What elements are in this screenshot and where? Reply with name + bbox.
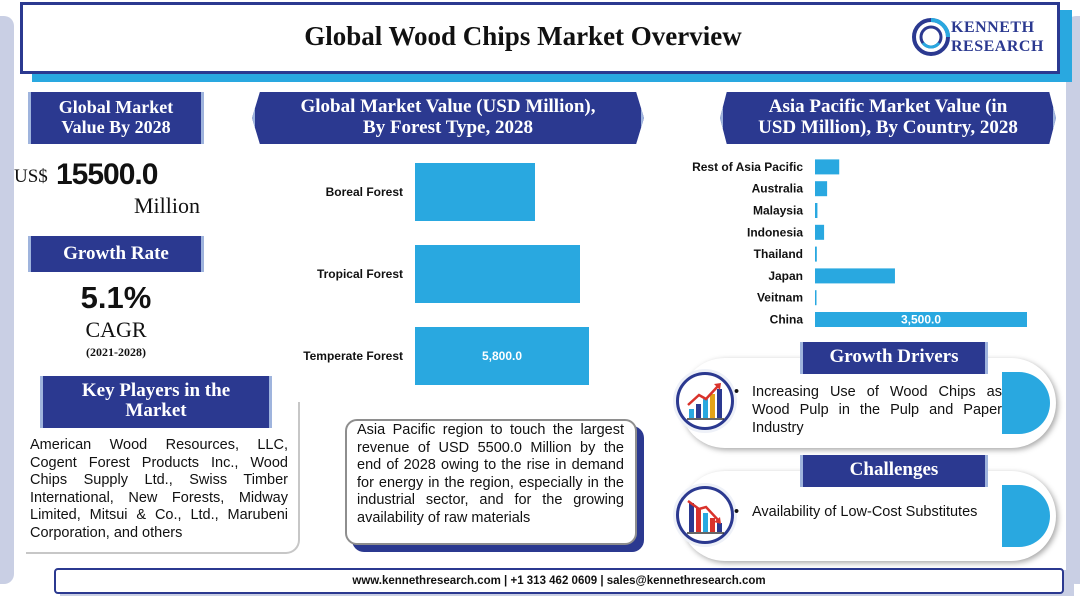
market-value-number: 15500.0: [56, 158, 158, 191]
bar-chart-up-icon: [687, 383, 724, 420]
apac-chart-heading: Asia Pacific Market Value (in USD Millio…: [720, 92, 1056, 144]
bar: [815, 290, 817, 306]
apac-chart-title-line1: Asia Pacific Market Value (in: [768, 96, 1008, 117]
category-label: Rest of Asia Pacific: [692, 160, 803, 174]
challenges-list: Availability of Low-Cost Substitutes: [734, 503, 998, 521]
growth-drivers-icon-badge: [676, 372, 734, 430]
left-frame-strip: [0, 16, 14, 584]
bar: [815, 159, 840, 175]
market-value-heading-line1: Global Market: [58, 97, 174, 117]
category-label: Tropical Forest: [317, 267, 403, 281]
page-title: Global Wood Chips Market Overview: [304, 21, 742, 51]
bar: [815, 224, 825, 240]
logo: KENNETH RESEARCH: [911, 15, 1043, 61]
challenges-cap: [1002, 485, 1050, 547]
key-players-heading: Key Players in the Market: [40, 376, 272, 428]
key-players-heading-line2: Market: [125, 400, 187, 421]
forest-chart-title-line2: By Forest Type, 2028: [363, 117, 533, 138]
category-label: Japan: [768, 269, 803, 283]
header: Global Wood Chips Market Overview KENNET…: [20, 2, 1060, 74]
bar: [815, 312, 1027, 327]
key-players-box: [26, 402, 300, 554]
category-label: Thailand: [754, 247, 803, 261]
bar: [415, 327, 589, 385]
challenges-icon-badge: [676, 486, 734, 544]
bar: [815, 181, 828, 197]
asia-pacific-note: [345, 419, 637, 545]
category-label: Temperate Forest: [303, 349, 403, 363]
growth-drivers-heading: Growth Drivers: [800, 342, 988, 374]
bar: [815, 246, 817, 262]
footer-contact: www.kennethresearch.com | +1 313 462 060…: [54, 568, 1064, 594]
logo-line2: RESEARCH: [951, 38, 1044, 55]
market-value-unit: Million: [134, 193, 201, 218]
cagr-label: CAGR: [85, 317, 147, 342]
challenge-item: Availability of Low-Cost Substitutes: [734, 503, 998, 521]
growth-drivers-cap: [1002, 372, 1050, 434]
category-label: Indonesia: [747, 225, 803, 239]
bar-chart-down-icon: [687, 499, 724, 534]
key-players-text: American Wood Resources, LLC, Cogent For…: [30, 437, 288, 541]
data-label: 3,500.0: [901, 313, 941, 327]
apac-country-chart: Rest of Asia Pacific Australia Malaysia Ind…: [692, 159, 1027, 327]
growth-driver-item: Increasing Use of Wood Chips as Wood Pul…: [734, 383, 1002, 437]
data-label: 5,800.0: [482, 349, 522, 363]
logo-line1: KENNETH: [951, 19, 1035, 36]
bar: [815, 268, 895, 284]
right-frame-strip: [1066, 16, 1080, 584]
category-label: China: [770, 313, 804, 327]
forest-chart-title-line1: Global Market Value (USD Million),: [300, 96, 596, 117]
apac-chart-title-line2: USD Million), By Country, 2028: [758, 117, 1018, 138]
category-label: Boreal Forest: [326, 185, 403, 199]
market-value-currency: US$: [14, 166, 48, 187]
bar: [415, 163, 535, 221]
forest-type-chart: Boreal Forest Tropical Forest Temperate Fo…: [303, 163, 589, 385]
growth-rate-heading: Growth Rate: [28, 236, 204, 272]
challenges-heading: Challenges: [800, 455, 988, 487]
market-value-heading: Global Market Value By 2028: [28, 92, 204, 144]
logo-text: KENNETH RESEARCH: [951, 18, 1044, 56]
forest-chart-heading: Global Market Value (USD Million), By Fo…: [252, 92, 644, 144]
growth-drivers-list: Increasing Use of Wood Chips as Wood Pul…: [734, 383, 1002, 437]
market-value-heading-line2: Value By 2028: [61, 117, 171, 137]
key-players-heading-line1: Key Players in the: [81, 380, 231, 401]
asia-pacific-note-text: Asia Pacific region to touch the largest…: [357, 422, 624, 526]
category-label: Malaysia: [753, 204, 803, 218]
bar: [415, 245, 580, 303]
logo-globe-icon: [912, 18, 950, 56]
category-label: Australia: [752, 182, 804, 196]
cagr-value: 5.1%: [80, 280, 152, 315]
bar: [815, 203, 818, 218]
category-label: Veitnam: [757, 291, 803, 305]
market-value: US$ 15500.0: [14, 158, 214, 192]
cagr-period: (2021-2028): [86, 345, 146, 359]
